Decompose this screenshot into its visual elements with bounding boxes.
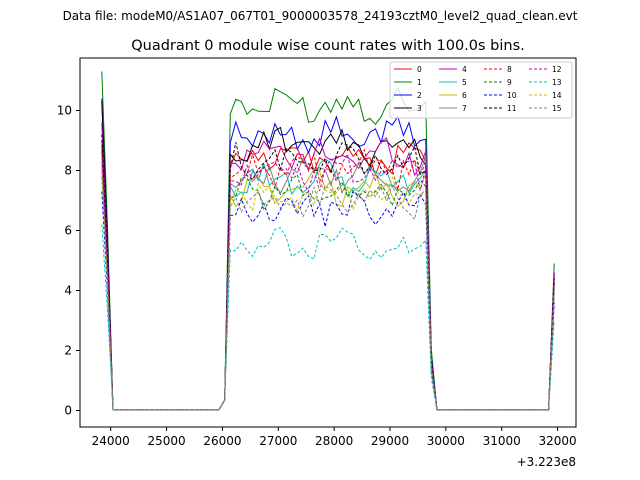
x-tick-label: 28000 (315, 434, 353, 448)
y-tick-label: 0 (64, 404, 72, 418)
legend-label-15: 15 (552, 104, 562, 113)
legend-label-5: 5 (462, 78, 467, 87)
legend-label-12: 12 (552, 65, 562, 74)
legend-box (389, 61, 573, 119)
legend-label-4: 4 (462, 65, 467, 74)
legend-label-7: 7 (462, 104, 467, 113)
x-tick-label: 24000 (92, 434, 130, 448)
y-tick-label: 2 (64, 344, 72, 358)
legend-label-2: 2 (417, 91, 422, 100)
x-tick-label: 32000 (538, 434, 576, 448)
plot-lines (101, 71, 555, 411)
legend-label-3: 3 (417, 104, 422, 113)
x-tick-label: 27000 (259, 434, 297, 448)
chart-suptitle: Data file: modeM0/AS1A07_067T01_90000035… (63, 9, 578, 23)
legend-label-8: 8 (507, 65, 512, 74)
legend-label-10: 10 (507, 91, 517, 100)
y-tick-label: 10 (57, 104, 72, 118)
x-tick-label: 26000 (203, 434, 241, 448)
chart-title: Quadrant 0 module wise count rates with … (131, 38, 525, 54)
x-tick-label: 30000 (427, 434, 465, 448)
x-tick-label: 31000 (483, 434, 521, 448)
legend-label-9: 9 (507, 78, 512, 87)
legend-label-13: 13 (552, 78, 562, 87)
legend-label-14: 14 (552, 91, 562, 100)
legend-label-11: 11 (507, 104, 517, 113)
y-tick-label: 6 (64, 224, 72, 238)
series-line-15 (101, 176, 555, 411)
plot-frame (79, 57, 577, 428)
legend-label-1: 1 (417, 78, 422, 87)
x-offset-label: +3.223e8 (517, 455, 576, 469)
legend-label-0: 0 (417, 65, 422, 74)
y-tick-label: 8 (64, 164, 72, 178)
x-axis: 24000 25000 26000 27000 28000 29000 30000 31000… (92, 427, 577, 448)
y-axis: 0 2 4 6 8 10 (57, 104, 80, 418)
x-tick-label: 25000 (147, 434, 185, 448)
legend-label-6: 6 (462, 91, 467, 100)
series-line-9 (101, 170, 555, 411)
x-tick-label: 29000 (371, 434, 409, 448)
y-tick-label: 4 (64, 284, 72, 298)
